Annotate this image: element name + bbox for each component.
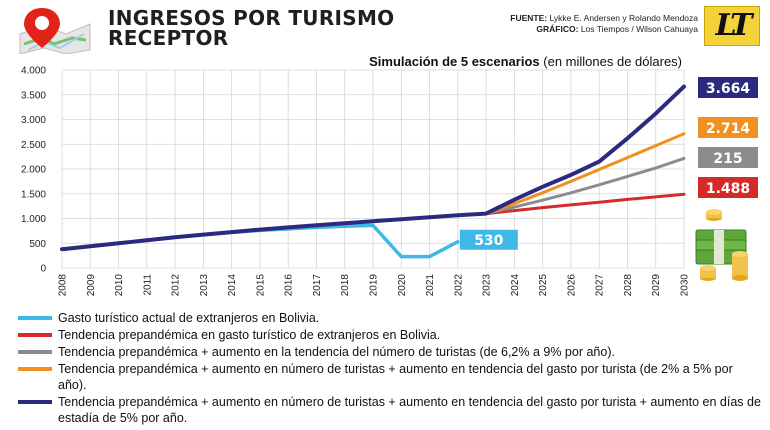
x-tick-label: 2029 xyxy=(651,274,662,297)
x-tick-label: 2015 xyxy=(255,274,266,297)
end-value-label: 1.488 xyxy=(706,181,750,197)
end-value-box xyxy=(698,117,758,138)
chart-title: INGRESOS POR TURISMO RECEPTOR xyxy=(108,8,395,48)
legend-swatch xyxy=(18,316,52,320)
y-tick-label: 0 xyxy=(40,264,46,275)
x-tick-label: 2027 xyxy=(595,274,606,297)
header: INGRESOS POR TURISMO RECEPTOR FUENTE: Ly… xyxy=(0,0,770,54)
credits: FUENTE: Lykke E. Andersen y Rolando Mend… xyxy=(510,13,698,35)
y-tick-label: 3.500 xyxy=(21,90,46,101)
x-tick-label: 2014 xyxy=(227,274,238,297)
y-tick-label: 2.000 xyxy=(21,165,46,176)
x-tick-label: 2030 xyxy=(680,274,691,297)
x-tick-label: 2018 xyxy=(340,274,351,297)
y-tick-label: 500 xyxy=(29,239,46,250)
end-value-box xyxy=(698,147,758,168)
end-value-box xyxy=(698,177,758,198)
title-line-2: RECEPTOR xyxy=(108,26,229,50)
series xyxy=(60,84,686,259)
map-pin-icon xyxy=(19,8,91,54)
line-chart: 0 500 1.000 1.500 2.000 2.500 3.000 3.500 4.000 2… xyxy=(21,66,758,297)
axes: 0 500 1.000 1.500 2.000 2.500 3.000 3.500 4.000 2… xyxy=(21,66,691,297)
series-line-tourists xyxy=(484,156,686,216)
subtitle-units: (en millones de dólares) xyxy=(543,54,682,69)
end-value-label: 3.664 xyxy=(706,81,751,97)
x-tick-label: 2023 xyxy=(482,274,493,297)
y-tick-label: 1.500 xyxy=(21,189,46,200)
source-label: FUENTE: xyxy=(510,13,548,23)
graphic-label: GRÁFICO: xyxy=(536,24,579,34)
legend: Gasto turístico actual de extranjeros en… xyxy=(18,310,763,427)
y-tick-label: 4.000 xyxy=(21,66,46,77)
legend-item-tourists-spending-stay: Tendencia prepandémica + aumento en núme… xyxy=(18,394,763,426)
x-tick-label: 2021 xyxy=(425,274,436,297)
x-tick-label: 2022 xyxy=(453,274,464,297)
x-tick-label: 2026 xyxy=(566,274,577,297)
x-tick-label: 2013 xyxy=(199,274,210,297)
legend-label: Tendencia prepandémica + aumento en núme… xyxy=(58,362,733,392)
callout-label: 530 xyxy=(474,233,503,249)
legend-swatch xyxy=(18,367,52,371)
money-stack-icon xyxy=(695,209,748,281)
end-value-label: 2.714 xyxy=(706,121,751,137)
legend-swatch xyxy=(18,333,52,337)
callout-box xyxy=(459,229,518,250)
end-value-box xyxy=(698,77,758,98)
title-line-1: INGRESOS POR TURISMO xyxy=(108,6,395,30)
legend-swatch xyxy=(18,400,52,404)
end-value-label: 215 xyxy=(713,151,742,167)
y-tick-label: 2.500 xyxy=(21,140,46,151)
legend-label: Tendencia prepandémica + aumento en núme… xyxy=(58,395,761,425)
x-tick-label: 2020 xyxy=(397,274,408,297)
x-tick-label: 2019 xyxy=(369,274,380,297)
x-tick-label: 2010 xyxy=(114,274,125,297)
y-tick-label: 3.000 xyxy=(21,115,46,126)
x-tick-label: 2025 xyxy=(538,274,549,297)
x-tick-label: 2012 xyxy=(171,274,182,297)
los-tiempos-logo: LT xyxy=(704,6,760,46)
series-line-tourists-spending-stay xyxy=(60,84,686,252)
x-tick-label: 2024 xyxy=(510,274,521,297)
data-labels: 3.664 2.714 215 1.488 530 xyxy=(459,77,758,250)
legend-item-prepandemic: Tendencia prepandémica en gasto turístic… xyxy=(18,327,763,343)
x-tick-label: 2008 xyxy=(58,274,69,297)
grid xyxy=(61,69,685,269)
series-line-tourists-spending xyxy=(484,132,686,216)
legend-item-actual: Gasto turístico actual de extranjeros en… xyxy=(18,310,763,326)
legend-swatch xyxy=(18,350,52,354)
graphic-text: Los Tiempos / Wilson Cahuaya xyxy=(580,24,698,34)
y-tick-label: 1.000 xyxy=(21,214,46,225)
legend-label: Tendencia prepandémica + aumento en la t… xyxy=(58,345,615,359)
legend-label: Gasto turístico actual de extranjeros en… xyxy=(58,311,320,325)
chart-subtitle: Simulación de 5 escenarios (en millones … xyxy=(369,54,682,69)
legend-item-tourists: Tendencia prepandémica + aumento en la t… xyxy=(18,344,763,360)
source-text: Lykke E. Andersen y Rolando Mendoza xyxy=(549,13,698,23)
x-tick-label: 2017 xyxy=(312,274,323,297)
x-tick-label: 2009 xyxy=(86,274,97,297)
subtitle-bold: Simulación de 5 escenarios xyxy=(369,54,540,69)
x-tick-label: 2011 xyxy=(142,274,153,296)
x-tick-label: 2016 xyxy=(284,274,295,297)
legend-label: Tendencia prepandémica en gasto turístic… xyxy=(58,328,441,342)
legend-item-tourists-spending: Tendencia prepandémica + aumento en núme… xyxy=(18,361,763,393)
x-tick-label: 2028 xyxy=(623,274,634,297)
